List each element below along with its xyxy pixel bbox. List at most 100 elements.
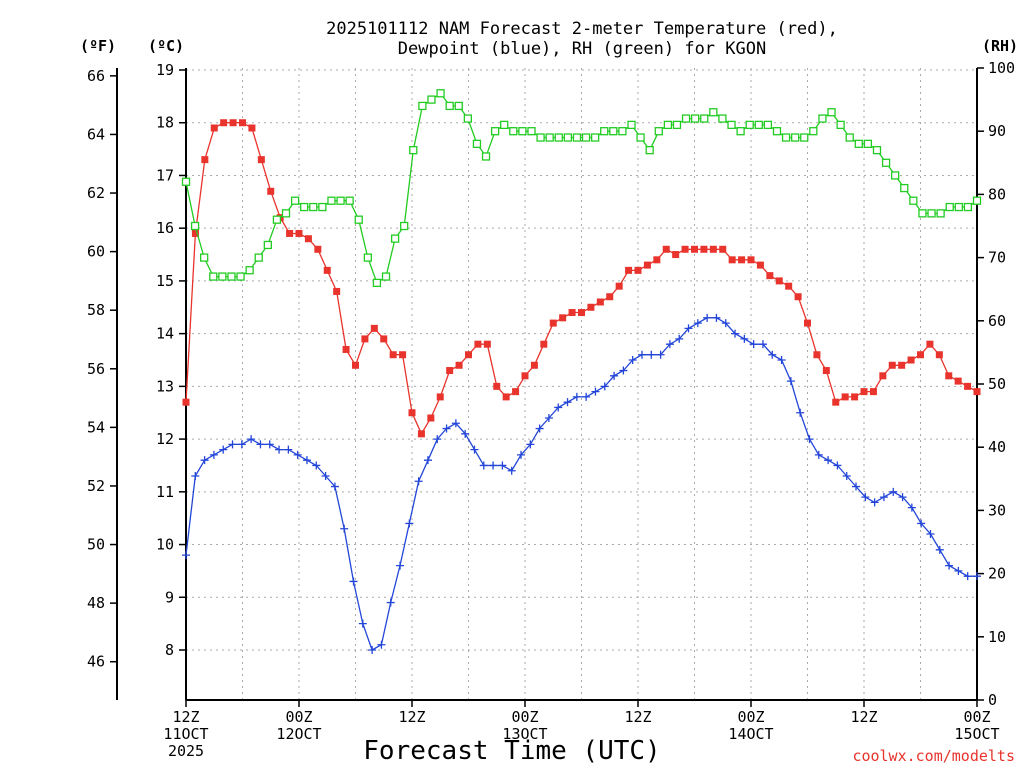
temperature-point	[973, 388, 981, 396]
dewpoint-point	[498, 461, 507, 470]
x-tick-label: 00Z	[511, 708, 538, 726]
temperature-point	[389, 351, 397, 359]
temperature-point	[653, 256, 661, 264]
dewpoint-point	[935, 545, 944, 554]
dewpoint-point	[833, 461, 842, 470]
rh-point	[927, 209, 936, 218]
x-tick-label: 00Z	[285, 708, 312, 726]
dewpoint-point	[973, 572, 981, 581]
rh-point	[563, 133, 573, 142]
temperature-point	[304, 235, 312, 243]
dewpoint-point	[712, 313, 721, 322]
temperature-point	[691, 245, 698, 253]
dewpoint-point	[302, 456, 311, 465]
dewpoint-point	[619, 366, 628, 375]
fahrenheit-tick-label: 64	[87, 125, 105, 143]
celsius-tick-label: 19	[156, 61, 174, 79]
temperature-point	[954, 377, 962, 385]
rh-point	[309, 202, 318, 212]
rh-point	[700, 114, 709, 123]
dewpoint-point	[209, 450, 218, 459]
temperature-point	[370, 324, 378, 332]
fahrenheit-tick-label: 56	[87, 360, 105, 378]
rh-point	[218, 272, 227, 281]
dewpoint-point	[237, 440, 246, 449]
rh-point	[409, 146, 418, 155]
rh-point	[354, 215, 363, 224]
temperature-point	[436, 393, 444, 401]
temperature-point	[738, 256, 746, 264]
temperature-point	[267, 187, 275, 195]
series-rh	[181, 89, 982, 288]
temperature-point	[587, 303, 595, 311]
temperature-point	[559, 314, 567, 322]
temperature-point	[935, 351, 943, 359]
rh-point	[972, 196, 982, 205]
rh-point	[909, 196, 918, 205]
temperature-point	[512, 388, 520, 396]
temperature-point	[521, 372, 529, 380]
temperature-point	[549, 319, 557, 327]
x-tick-label: 11OCT	[163, 725, 208, 743]
rh-point	[709, 108, 718, 117]
dewpoint-point	[852, 482, 861, 491]
dewpoint-point	[507, 466, 516, 475]
dewpoint-point	[256, 440, 265, 449]
rh-point	[836, 120, 845, 130]
temperature-point	[643, 261, 651, 269]
temperature-point	[239, 119, 246, 127]
temperature-point	[474, 340, 482, 348]
data-series	[181, 89, 982, 654]
fahrenheit-tick-label: 54	[87, 418, 105, 436]
rh-tick-label: 70	[988, 249, 1006, 267]
temperature-point	[719, 245, 727, 253]
celsius-tick-label: 9	[165, 588, 174, 606]
rh-point	[463, 114, 473, 123]
dewpoint-point	[563, 398, 572, 407]
rh-point	[527, 127, 536, 136]
temperature-point	[785, 282, 793, 290]
rh-point	[472, 139, 482, 148]
rh-point	[536, 133, 545, 142]
dewpoint-point	[814, 450, 823, 459]
rh-point	[654, 127, 663, 136]
rh-point	[518, 127, 527, 136]
rh-point	[763, 120, 773, 130]
temperature-point	[408, 409, 416, 417]
rh-point	[281, 209, 291, 218]
temperature-point	[747, 256, 755, 264]
temperature-point	[907, 356, 915, 364]
rh-point	[581, 133, 591, 142]
temperature-point	[804, 319, 811, 327]
dewpoint-point	[582, 392, 591, 401]
series-dewpoint	[182, 313, 981, 654]
dewpoint-point	[861, 493, 870, 502]
x-tick-label: 00Z	[963, 708, 990, 726]
axes: 19 18 17 16 15 14 13 12 11 10 9 8 66 64 62 60 58 56 54 52 50…	[87, 59, 1015, 760]
temperature-point	[201, 156, 209, 164]
dewpoint-point	[535, 424, 544, 433]
rh-point	[427, 95, 436, 104]
grid-lines	[186, 68, 977, 700]
temperature-point	[841, 393, 849, 401]
dewpoint-point	[247, 435, 256, 444]
temperature-point	[399, 351, 407, 359]
rh-point	[327, 196, 336, 205]
dewpoint-point	[898, 493, 907, 502]
rh-point	[190, 221, 200, 231]
celsius-tick-label: 10	[156, 536, 174, 554]
temperature-point	[220, 119, 228, 127]
dewpoint-point	[414, 477, 423, 486]
dewpoint-point	[963, 572, 972, 581]
rh-point	[545, 133, 554, 142]
rh-point	[672, 120, 682, 130]
fahrenheit-tick-label: 58	[87, 301, 105, 319]
temperature-point	[191, 229, 199, 237]
dewpoint-point	[842, 471, 851, 480]
rh-point	[881, 158, 891, 167]
dewpoint-point	[377, 640, 386, 649]
dewpoint-point	[796, 408, 805, 417]
temperature-point	[625, 266, 633, 274]
dewpoint-point	[293, 450, 302, 459]
dewpoint-point	[805, 435, 814, 444]
